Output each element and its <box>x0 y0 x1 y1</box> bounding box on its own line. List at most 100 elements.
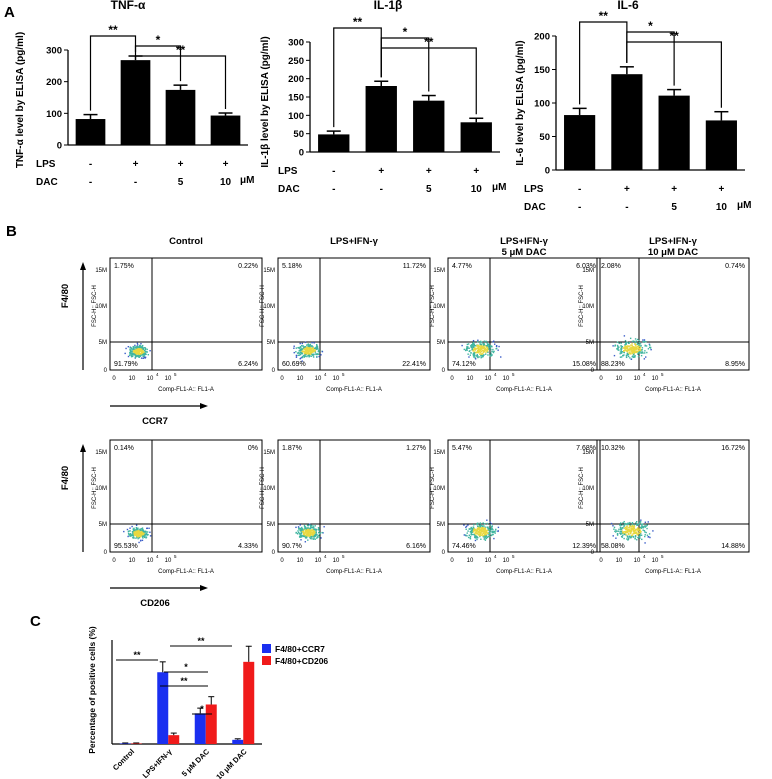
event-dot <box>144 351 147 353</box>
event-dot <box>130 350 132 353</box>
event-dot <box>299 527 302 530</box>
event-dot <box>466 349 468 351</box>
event-dot <box>485 537 488 540</box>
flow-xtick-exp: 5 <box>342 554 345 559</box>
event-dot <box>129 533 131 536</box>
event-dot <box>640 523 643 526</box>
event-dot <box>475 355 478 357</box>
lps-mark: + <box>473 166 479 177</box>
event-dot <box>304 531 307 533</box>
event-dot <box>622 532 625 534</box>
event-dot <box>140 354 142 356</box>
event-dot <box>625 534 628 536</box>
event-dot <box>630 530 633 533</box>
event-dot <box>310 534 312 536</box>
event-dot <box>312 532 314 534</box>
event-dot <box>620 348 623 350</box>
event-dot <box>467 530 469 532</box>
event-dot <box>321 350 324 353</box>
flow-ytick: 0 <box>104 550 108 556</box>
event-dot <box>623 335 626 337</box>
event-dot <box>633 530 636 533</box>
event-dot <box>488 348 490 351</box>
panel-label-c: C <box>30 613 41 630</box>
event-dot <box>139 540 142 542</box>
flow-xtick: 10 <box>467 376 474 382</box>
event-dot <box>497 530 499 532</box>
event-dot <box>463 524 465 526</box>
event-dot <box>650 348 652 351</box>
flow-ytick: 15M <box>263 268 275 274</box>
event-dot <box>640 530 642 533</box>
y-tick-label: 200 <box>46 77 62 88</box>
event-dot <box>476 536 478 538</box>
event-dot <box>144 533 146 536</box>
event-dot <box>491 354 493 356</box>
event-dot <box>481 533 483 536</box>
event-dot <box>128 534 130 536</box>
bar <box>705 120 737 170</box>
quadrant-ur: 11.72% <box>403 263 426 270</box>
event-dot <box>142 533 145 536</box>
flow-ytick: 5M <box>437 522 445 528</box>
event-dot <box>132 528 134 530</box>
event-dot <box>480 534 482 537</box>
event-dot <box>304 526 306 528</box>
event-dot <box>312 348 315 351</box>
event-dot <box>136 532 139 534</box>
event-dot <box>616 534 619 536</box>
quadrant-ll: 58.08% <box>601 543 625 550</box>
event-dot <box>486 346 488 349</box>
event-dot <box>307 534 310 537</box>
event-dot <box>317 528 320 530</box>
y-tick-label: 250 <box>288 56 304 67</box>
event-dot <box>141 528 143 530</box>
event-dot <box>634 341 636 344</box>
event-dot <box>645 531 647 534</box>
event-dot <box>620 530 623 533</box>
event-dot <box>300 529 302 531</box>
flow-xtick-exp: 5 <box>512 372 515 377</box>
event-dot <box>490 522 493 525</box>
event-dot <box>297 533 299 535</box>
event-dot <box>646 534 649 536</box>
event-dot <box>313 534 315 537</box>
event-dot <box>642 352 644 354</box>
event-dot <box>307 347 310 349</box>
quadrant-ur: 0% <box>248 445 258 452</box>
event-dot <box>620 352 623 354</box>
event-dot <box>644 531 646 533</box>
event-dot <box>313 535 315 538</box>
event-dot <box>478 356 480 358</box>
event-dot <box>479 524 481 526</box>
c-y-axis-label: Percentage of positive cells (%) <box>87 626 97 754</box>
event-dot <box>132 532 134 534</box>
event-dot <box>312 356 315 358</box>
event-dot <box>311 538 313 540</box>
event-dot <box>477 348 479 350</box>
event-dot <box>313 537 315 539</box>
f480-arrowhead <box>80 444 86 452</box>
event-dot <box>307 349 310 351</box>
event-dot <box>129 534 132 537</box>
event-dot <box>305 535 308 537</box>
event-dot <box>301 348 304 350</box>
event-dot <box>477 531 480 533</box>
event-dot <box>304 527 306 530</box>
event-dot <box>638 351 640 354</box>
event-dot <box>307 531 310 533</box>
event-dot <box>640 345 642 347</box>
event-dot <box>132 355 134 357</box>
event-dot <box>297 346 299 349</box>
event-dot <box>491 350 493 352</box>
flow-xtick: 10 <box>129 558 136 564</box>
chart-title: IL-1β <box>374 0 403 12</box>
flow-xtick-exp: 5 <box>342 372 345 377</box>
bar <box>564 115 596 170</box>
event-dot <box>133 527 135 530</box>
event-dot <box>483 347 486 349</box>
event-dot <box>473 353 475 355</box>
event-dot <box>626 525 628 527</box>
event-dot <box>306 348 309 350</box>
